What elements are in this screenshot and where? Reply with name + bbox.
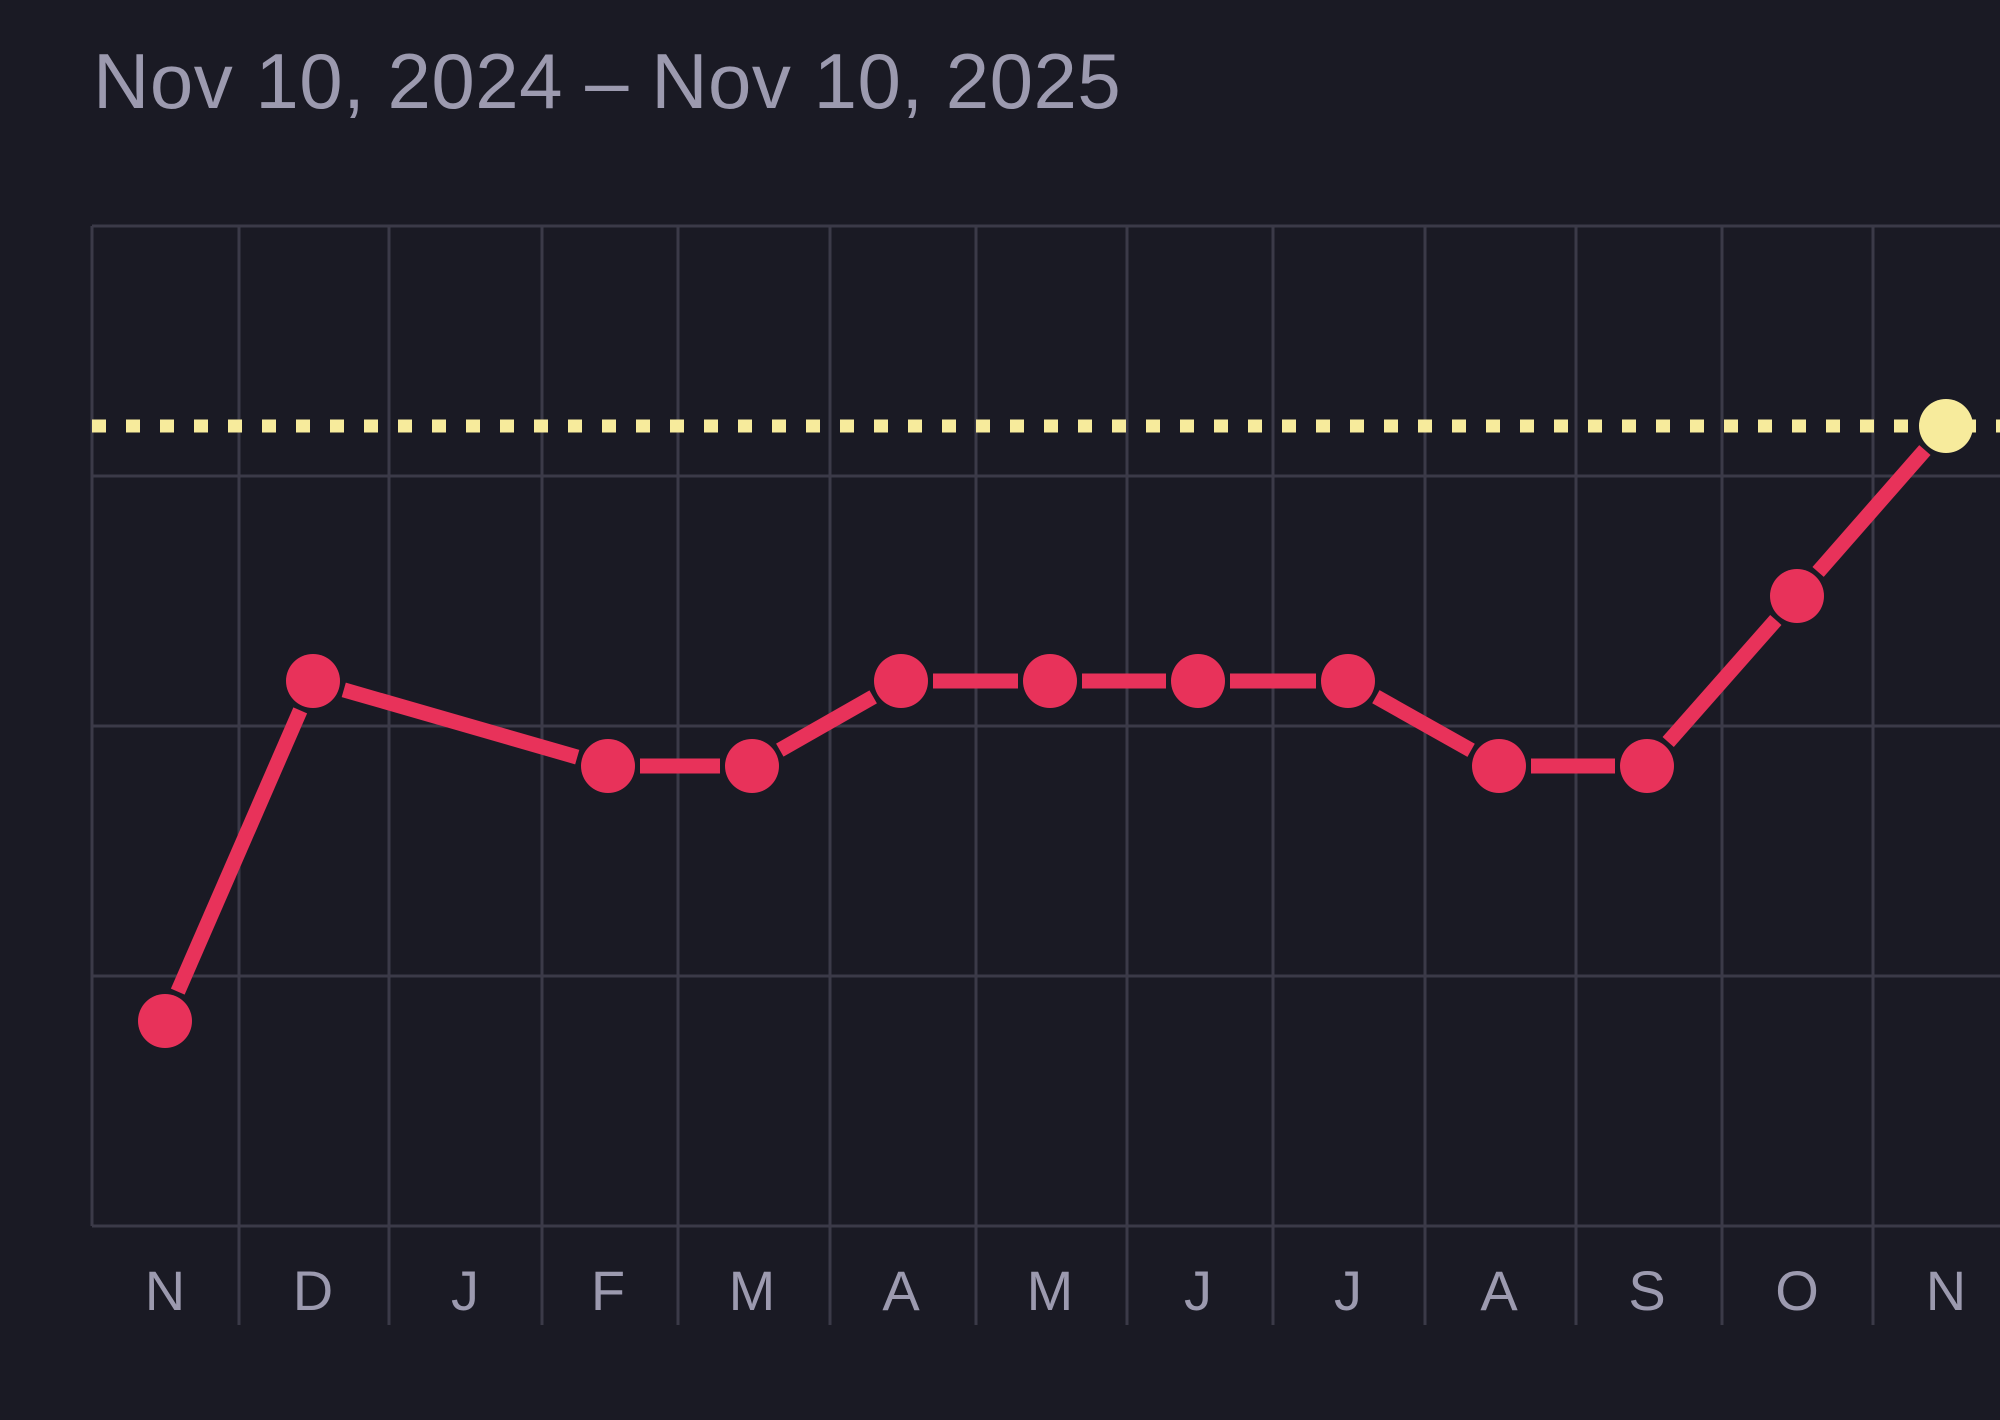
data-point bbox=[286, 654, 340, 708]
x-tick-label: N bbox=[145, 1259, 185, 1322]
date-range-label: Nov 10, 2024 – Nov 10, 2025 bbox=[93, 37, 1122, 125]
x-tick-label: N bbox=[1926, 1259, 1966, 1322]
x-tick-label: A bbox=[1480, 1259, 1518, 1322]
data-point bbox=[1472, 739, 1526, 793]
x-tick-label: M bbox=[1027, 1259, 1074, 1322]
data-point bbox=[1770, 569, 1824, 623]
data-point bbox=[725, 739, 779, 793]
series-line-segment bbox=[170, 707, 308, 995]
data-point bbox=[581, 739, 635, 793]
series-line-segment bbox=[1372, 690, 1475, 757]
series-line-segment bbox=[1812, 445, 1931, 577]
x-tick-label: J bbox=[451, 1259, 479, 1322]
x-tick-label: M bbox=[729, 1259, 776, 1322]
series-line-segment bbox=[1662, 615, 1782, 747]
data-point bbox=[1171, 654, 1225, 708]
current-point bbox=[1919, 399, 1973, 453]
data-point bbox=[1321, 654, 1375, 708]
data-point bbox=[1620, 739, 1674, 793]
data-point bbox=[1023, 654, 1077, 708]
series-line-layer bbox=[170, 445, 1931, 995]
x-tick-label: O bbox=[1775, 1259, 1819, 1322]
x-tick-label: D bbox=[293, 1259, 333, 1322]
series-line-segment bbox=[341, 682, 580, 765]
data-point bbox=[138, 994, 192, 1048]
series-line-segment bbox=[776, 690, 877, 757]
data-point bbox=[874, 654, 928, 708]
series-points-layer bbox=[138, 399, 1973, 1048]
x-tick-label: J bbox=[1184, 1259, 1212, 1322]
x-tick-label: F bbox=[591, 1259, 625, 1322]
x-tick-label: J bbox=[1334, 1259, 1362, 1322]
x-tick-label: S bbox=[1628, 1259, 1665, 1322]
grid bbox=[90, 224, 2000, 1325]
x-tick-label: A bbox=[882, 1259, 920, 1322]
